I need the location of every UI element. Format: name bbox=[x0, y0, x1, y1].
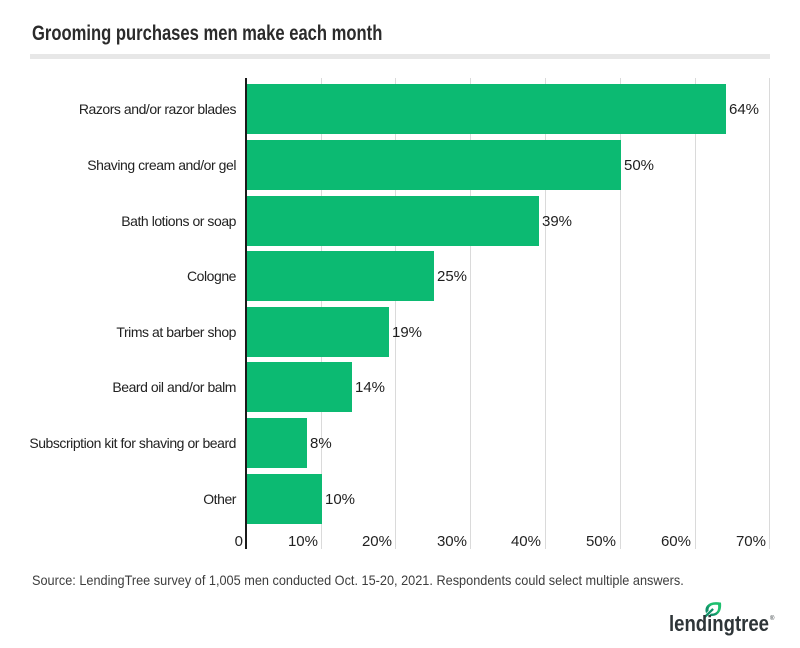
svg-text:lendingtree: lendingtree bbox=[669, 611, 769, 636]
svg-text:®: ® bbox=[770, 615, 775, 622]
